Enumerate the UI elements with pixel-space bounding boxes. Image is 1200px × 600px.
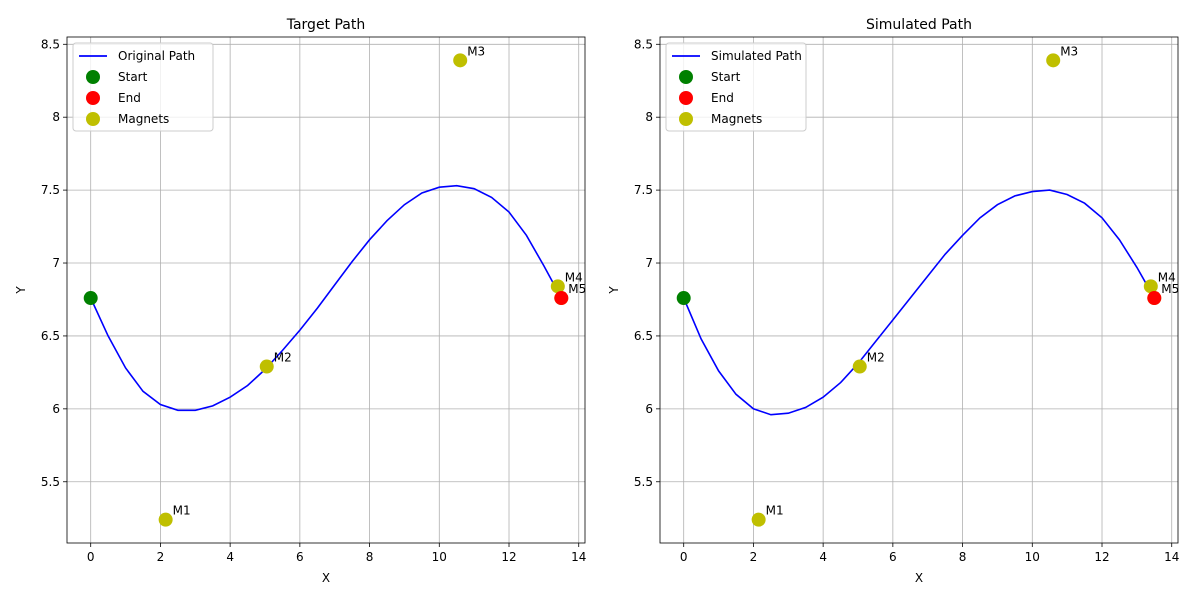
x-tick-label: 6	[296, 550, 304, 564]
y-axis-label: Y	[14, 286, 28, 295]
x-tick-label: 12	[501, 550, 516, 564]
y-tick-label: 7	[52, 256, 60, 270]
start-marker	[83, 291, 98, 306]
magnet-label: M5	[1161, 282, 1179, 296]
legend-label: Magnets	[118, 112, 169, 126]
y-tick-label: 6	[52, 402, 60, 416]
legend-marker-swatch	[679, 112, 693, 126]
path-line	[89, 184, 563, 412]
legend-marker-swatch	[679, 70, 693, 84]
legend-marker-swatch	[86, 91, 100, 105]
magnet-marker	[751, 512, 766, 527]
legend: Original Path Start End Magnets	[72, 42, 214, 132]
x-tick-label: 0	[87, 550, 95, 564]
y-tick-label: 5.5	[41, 475, 60, 489]
x-tick-label: 4	[819, 550, 827, 564]
x-tick-label: 0	[680, 550, 688, 564]
magnet-marker	[158, 512, 173, 527]
legend-label: Simulated Path	[711, 49, 802, 63]
magnet-marker	[550, 279, 565, 294]
chart-title: Target Path	[286, 17, 366, 33]
y-tick-label: 6.5	[634, 329, 653, 343]
magnet-marker	[1046, 53, 1061, 68]
magnet-label: M1	[173, 504, 191, 518]
y-tick-label: 7.5	[634, 183, 653, 197]
magnet-marker	[852, 359, 867, 374]
magnet-label: M3	[1060, 44, 1078, 58]
magnet-label: M2	[867, 351, 885, 365]
magnet-label: M3	[467, 44, 485, 58]
x-tick-label: 10	[432, 550, 447, 564]
y-tick-label: 8.5	[41, 37, 60, 51]
legend-label: End	[118, 91, 141, 105]
x-tick-label: 12	[1094, 550, 1109, 564]
legend-marker-swatch	[86, 70, 100, 84]
legend-box	[72, 42, 214, 132]
y-tick-label: 5.5	[634, 475, 653, 489]
magnet-marker	[453, 53, 468, 68]
magnet-marker	[259, 359, 274, 374]
x-tick-label: 6	[889, 550, 897, 564]
magnet-label: M5	[568, 282, 586, 296]
legend-label: Original Path	[118, 49, 195, 63]
end-marker	[1147, 291, 1162, 306]
legend-label: Start	[711, 70, 741, 84]
y-tick-label: 6	[645, 402, 653, 416]
legend-box	[665, 42, 807, 132]
axes-frame	[66, 36, 586, 544]
x-axis-label: X	[915, 571, 923, 585]
y-tick-label: 7.5	[41, 183, 60, 197]
y-tick-label: 7	[645, 256, 653, 270]
x-tick-label: 8	[959, 550, 967, 564]
x-tick-label: 14	[571, 550, 586, 564]
magnet-marker	[1143, 279, 1158, 294]
y-tick-label: 8	[52, 110, 60, 124]
x-tick-label: 10	[1025, 550, 1040, 564]
legend: Simulated Path Start End Magnets	[665, 42, 807, 132]
x-tick-label: 4	[226, 550, 234, 564]
x-tick-label: 2	[750, 550, 758, 564]
x-tick-label: 8	[366, 550, 374, 564]
y-tick-label: 8.5	[634, 37, 653, 51]
start-marker	[676, 291, 691, 306]
magnet-label: M4	[1158, 270, 1176, 284]
y-tick-label: 6.5	[41, 329, 60, 343]
magnet-label: M4	[565, 270, 583, 284]
legend-label: Start	[118, 70, 148, 84]
legend-label: End	[711, 91, 734, 105]
path-line	[682, 189, 1155, 416]
y-tick-label: 8	[645, 110, 653, 124]
legend-label: Magnets	[711, 112, 762, 126]
axes-frame	[659, 36, 1179, 544]
magnet-label: M2	[274, 351, 292, 365]
end-marker	[554, 291, 569, 306]
magnet-label: M1	[766, 504, 784, 518]
x-tick-label: 14	[1164, 550, 1179, 564]
x-axis-label: X	[322, 571, 330, 585]
legend-marker-swatch	[86, 112, 100, 126]
legend-marker-swatch	[679, 91, 693, 105]
x-tick-label: 2	[157, 550, 165, 564]
y-axis-label: Y	[607, 286, 621, 295]
chart-title: Simulated Path	[866, 17, 972, 33]
